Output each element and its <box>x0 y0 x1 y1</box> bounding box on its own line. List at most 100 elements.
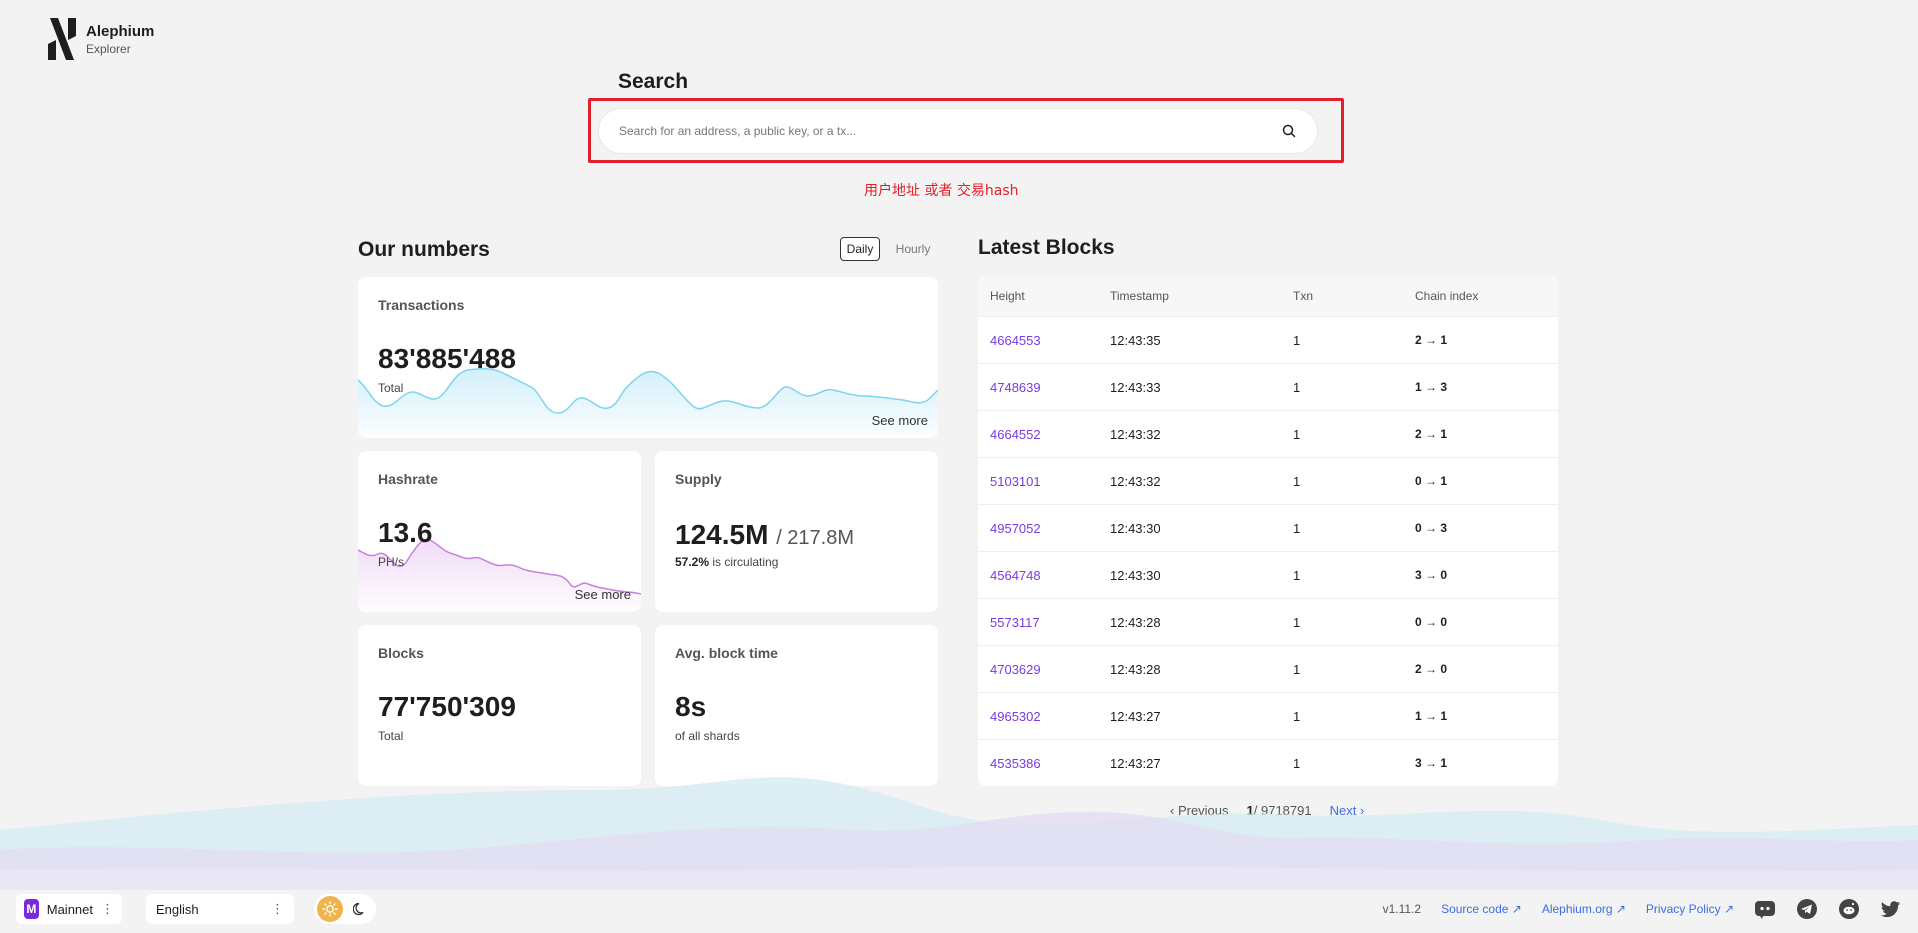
network-label: Mainnet <box>46 901 93 917</box>
block-height-link[interactable]: 4535386 <box>990 755 1041 771</box>
hashrate-card[interactable]: Hashrate 13.6 PH/s See more <box>358 451 641 612</box>
network-badge: M <box>24 899 39 919</box>
reddit-icon[interactable] <box>1838 898 1860 920</box>
alephium-org-link[interactable]: Alephium.org ↗ <box>1541 902 1626 916</box>
supply-value: 124.5M / 217.8M <box>675 519 854 551</box>
table-row[interactable]: 5103101 12:43:32 1 0 → 1 <box>978 457 1558 504</box>
language-kebab-icon: ⋮ <box>271 901 284 916</box>
latest-blocks-table: Height Timestamp Txn Chain index 4664553… <box>978 276 1558 786</box>
brand-name: Alephium <box>86 22 155 40</box>
telegram-icon[interactable] <box>1796 898 1818 920</box>
table-row[interactable]: 4664552 12:43:32 1 2 → 1 <box>978 410 1558 457</box>
block-timestamp: 12:43:27 <box>1110 755 1161 771</box>
block-height-link[interactable]: 5573117 <box>990 614 1040 630</box>
block-timestamp: 12:43:28 <box>1110 661 1161 677</box>
search-bar[interactable] <box>598 108 1318 154</box>
language-select[interactable]: English ⋮ <box>146 894 294 924</box>
block-txn-count: 1 <box>1293 426 1301 442</box>
sun-icon[interactable] <box>317 896 343 922</box>
block-timestamp: 12:43:30 <box>1110 567 1161 583</box>
block-time-card: Avg. block time 8s of all shards <box>655 625 938 786</box>
block-timestamp: 12:43:35 <box>1110 332 1161 348</box>
toggle-hourly[interactable]: Hourly <box>895 242 931 256</box>
privacy-policy-link[interactable]: Privacy Policy ↗ <box>1645 902 1734 916</box>
block-timestamp: 12:43:33 <box>1110 379 1161 395</box>
block-time-sub: of all shards <box>675 729 740 743</box>
twitter-icon[interactable] <box>1880 898 1902 920</box>
theme-toggle[interactable] <box>314 894 376 924</box>
table-row[interactable]: 4664553 12:43:35 1 2 → 1 <box>978 316 1558 363</box>
block-txn-count: 1 <box>1293 473 1301 489</box>
next-page-button[interactable]: Next › <box>1329 803 1365 818</box>
block-timestamp: 12:43:32 <box>1110 473 1161 489</box>
block-txn-count: 1 <box>1293 520 1301 536</box>
block-height-link[interactable]: 4965302 <box>990 708 1041 724</box>
transactions-sub: Total <box>378 381 404 395</box>
moon-icon[interactable] <box>347 896 373 922</box>
hashrate-see-more[interactable]: See more <box>574 587 631 602</box>
transactions-sparkline <box>358 368 938 438</box>
supply-circulating: 124.5M <box>675 519 769 550</box>
transactions-label: Transactions <box>378 297 465 313</box>
block-time-value: 8s <box>675 691 707 722</box>
numbers-title: Our numbers <box>358 238 490 261</box>
block-txn-count: 1 <box>1293 614 1301 630</box>
supply-sub-text: is circulating <box>712 555 779 569</box>
blocks-value: 77'750'309 <box>378 691 516 722</box>
brand-subtitle: Explorer <box>86 41 131 56</box>
current-page: 1 <box>1246 803 1254 818</box>
supply-total: / 217.8M <box>776 527 855 549</box>
block-height-link[interactable]: 4957052 <box>990 520 1041 536</box>
block-chain-index: 3 → 0 <box>1415 568 1448 582</box>
block-chain-index: 0 → 3 <box>1415 521 1448 535</box>
block-txn-count: 1 <box>1293 567 1301 583</box>
block-chain-index: 3 → 1 <box>1415 756 1448 770</box>
block-height-link[interactable]: 5103101 <box>990 473 1041 489</box>
table-row[interactable]: 4965302 12:43:27 1 1 → 1 <box>978 692 1558 739</box>
blocks-card: Blocks 77'750'309 Total <box>358 625 641 786</box>
search-highlight-box <box>588 98 1344 163</box>
table-row[interactable]: 4535386 12:43:27 1 3 → 1 <box>978 739 1558 786</box>
block-timestamp: 12:43:27 <box>1110 708 1161 724</box>
block-height-link[interactable]: 4703629 <box>990 661 1041 677</box>
block-txn-count: 1 <box>1293 379 1301 395</box>
block-height-link[interactable]: 4664552 <box>990 426 1041 442</box>
column-txn: Txn <box>1293 289 1314 303</box>
brand-logo[interactable]: Alephium Explorer <box>48 18 154 60</box>
block-height-link[interactable]: 4664553 <box>990 332 1041 348</box>
search-title: Search <box>618 70 689 93</box>
table-row[interactable]: 4957052 12:43:30 1 0 → 3 <box>978 504 1558 551</box>
block-chain-index: 0 → 1 <box>1415 474 1448 488</box>
table-row[interactable]: 5573117 12:43:28 1 0 → 0 <box>978 598 1558 645</box>
supply-sub: 57.2% is circulating <box>675 555 778 569</box>
block-chain-index: 2 → 1 <box>1415 427 1448 441</box>
block-timestamp: 12:43:32 <box>1110 426 1161 442</box>
block-height-link[interactable]: 4564748 <box>990 567 1041 583</box>
blocks-label: Blocks <box>378 645 424 661</box>
supply-card: Supply 124.5M / 217.8M 57.2% is circulat… <box>655 451 938 612</box>
column-height: Height <box>990 289 1025 303</box>
search-input[interactable] <box>619 124 1281 138</box>
block-txn-count: 1 <box>1293 755 1301 771</box>
table-row[interactable]: 4564748 12:43:30 1 3 → 0 <box>978 551 1558 598</box>
footer-links: v1.11.2 Source code ↗ Alephium.org ↗ Pri… <box>1383 894 1902 924</box>
table-row[interactable]: 4703629 12:43:28 1 2 → 0 <box>978 645 1558 692</box>
table-row[interactable]: 4748639 12:43:33 1 1 → 3 <box>978 363 1558 410</box>
block-txn-count: 1 <box>1293 661 1301 677</box>
block-height-link[interactable]: 4748639 <box>990 379 1041 395</box>
block-chain-index: 0 → 0 <box>1415 615 1448 629</box>
block-timestamp: 12:43:28 <box>1110 614 1161 630</box>
background-waves <box>0 777 1918 890</box>
source-code-link[interactable]: Source code ↗ <box>1441 902 1522 916</box>
network-select[interactable]: M Mainnet ⋮ <box>16 894 122 924</box>
transactions-card[interactable]: Transactions 83'885'488 Total See more <box>358 277 938 438</box>
search-annotation: 用户地址 或者 交易hash <box>864 183 1019 199</box>
discord-icon[interactable] <box>1754 898 1776 920</box>
toggle-daily[interactable]: Daily <box>840 237 880 261</box>
transactions-see-more[interactable]: See more <box>871 413 928 428</box>
search-icon[interactable] <box>1281 123 1297 139</box>
supply-label: Supply <box>675 471 722 487</box>
latest-blocks-title: Latest Blocks <box>978 236 1115 259</box>
supply-percent: 57.2% <box>675 555 710 569</box>
hashrate-sparkline <box>358 538 641 612</box>
